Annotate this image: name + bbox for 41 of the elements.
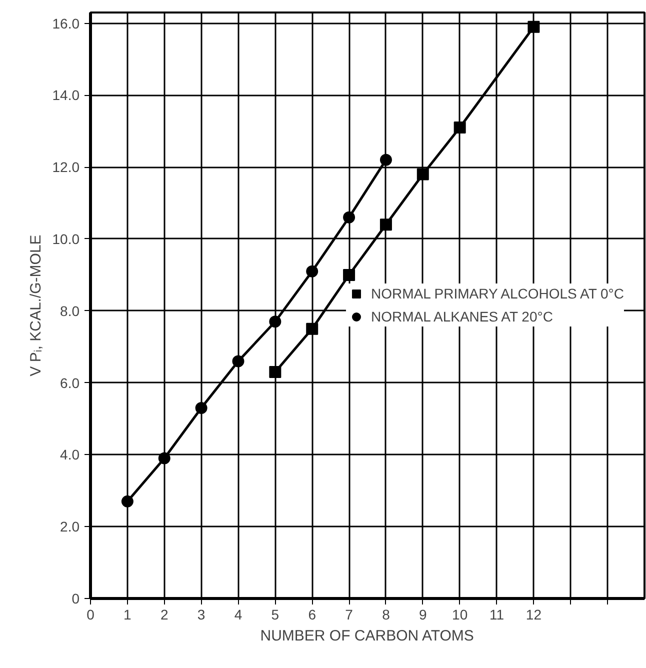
- point: [454, 122, 466, 134]
- point: [343, 268, 356, 281]
- x-tick-label: 8: [382, 606, 390, 622]
- point: [380, 154, 392, 166]
- point: [306, 322, 318, 335]
- point: [232, 355, 244, 368]
- x-tick-label: 7: [345, 606, 354, 622]
- y-tick-label: 6.0: [60, 374, 80, 391]
- y-axis-title: V Pᵢ, KCAL./G-MOLE: [27, 234, 44, 376]
- point: [306, 265, 318, 278]
- point: [380, 218, 392, 231]
- x-tick-label: 2: [160, 606, 168, 622]
- point: [528, 20, 540, 33]
- y-tick-label: 16.0: [52, 15, 80, 32]
- y-tick-label: 10.0: [52, 230, 80, 247]
- x-tick-label: 5: [271, 606, 280, 622]
- y-tick-label: 0: [72, 590, 80, 606]
- x-tick-label: 10: [452, 606, 468, 622]
- point: [416, 168, 429, 180]
- x-tick-label: 0: [86, 606, 95, 622]
- x-tick-label: 4: [234, 606, 242, 622]
- x-tick-label: 11: [490, 606, 504, 622]
- x-axis-title: NUMBER OF CARBON ATOMS: [260, 628, 474, 644]
- x-tick-label: 6: [308, 606, 316, 622]
- x-tick-label: 1: [124, 606, 132, 622]
- x-tick-label: 3: [197, 606, 206, 622]
- y-tick-label: 8.0: [60, 302, 80, 319]
- point: [121, 495, 134, 508]
- y-tick-label: 12.0: [52, 159, 80, 176]
- point: [195, 402, 208, 414]
- legend-label: NORMAL PRIMARY ALCOHOLS AT 0°C: [370, 286, 624, 302]
- point: [269, 366, 282, 378]
- point: [158, 452, 170, 464]
- y-tick-label: 2.0: [60, 518, 80, 535]
- point: [269, 316, 282, 328]
- y-tick-label: 4.0: [60, 446, 80, 463]
- legend-label: NORMAL ALKANES AT 20°C: [370, 308, 553, 324]
- point: [343, 211, 356, 224]
- x-tick-label: 9: [419, 606, 428, 622]
- y-tick-label: 14.0: [52, 87, 80, 104]
- x-tick-label: 12: [526, 606, 542, 622]
